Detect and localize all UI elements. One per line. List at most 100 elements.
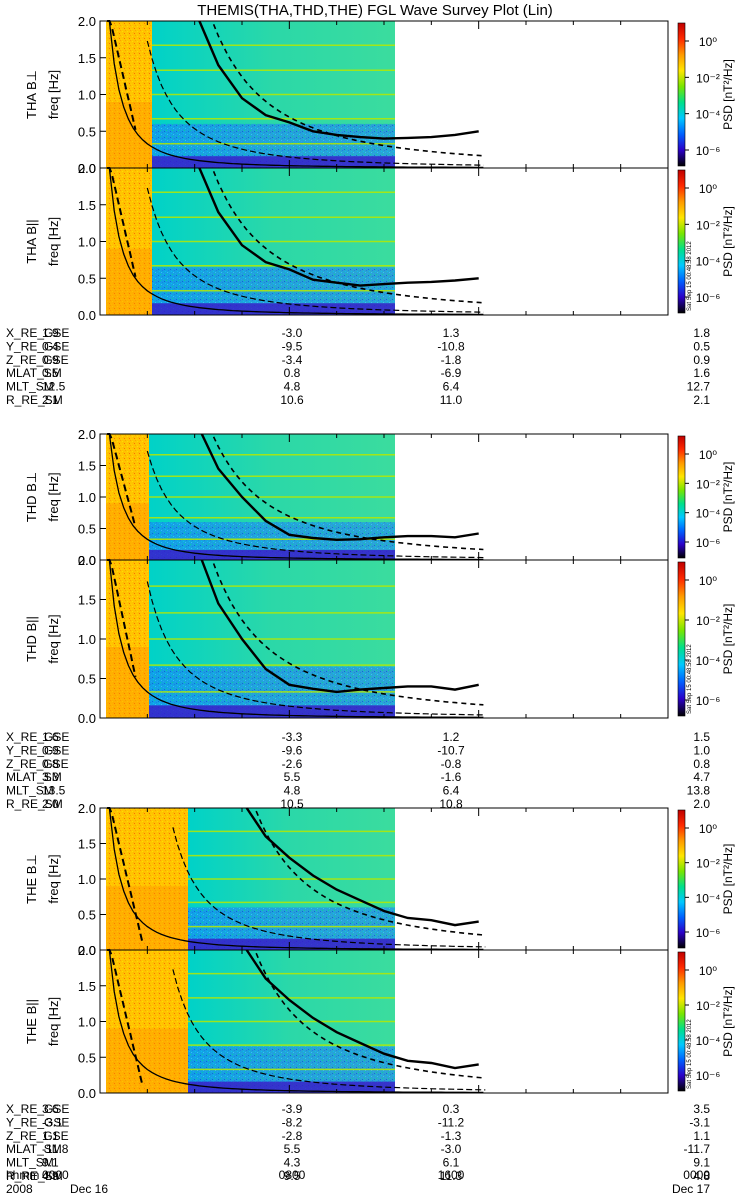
y-tick-label: 2.0	[78, 427, 96, 442]
orbit-row-label: MLT_SM	[6, 380, 54, 394]
y-tick-label: 1.0	[78, 490, 96, 505]
orbit-value: -6.9	[441, 366, 462, 380]
high-power-lower	[106, 248, 152, 315]
orbit-value: 13.8	[687, 784, 711, 798]
orbit-value: 9.5	[284, 1169, 301, 1183]
orbit-value: 4.9	[42, 1169, 59, 1183]
colorbar-tick-label: 10⁰	[699, 574, 717, 588]
timestamp: Sat Sep 15 00:48:58 2012	[687, 241, 693, 311]
orbit-value: 4.3	[284, 1156, 301, 1170]
orbit-value: 9.1	[42, 1156, 59, 1170]
colorbar-label: PSD [nT²/Hz]	[721, 604, 735, 675]
orbit-value: 3.5	[693, 1102, 710, 1116]
time-tick-label: 0000	[683, 1168, 710, 1182]
colorbar-tick-label: 10⁻²	[696, 999, 720, 1013]
y-tick-label: 0.5	[78, 124, 96, 139]
high-power-noise	[106, 168, 152, 315]
colorbar-strip	[677, 169, 686, 314]
orbit-value: 1.9	[42, 326, 59, 340]
dashed-curve	[146, 187, 484, 313]
lowest-band	[188, 938, 395, 950]
y-tick-label: 0.5	[78, 1050, 96, 1065]
orbit-value: 3.3	[42, 770, 59, 784]
spectrogram-panel: 0.0 0.5 1.0 1.5 2.0 THD B⊥ freq [Hz]	[24, 427, 669, 568]
dashed-curve	[255, 810, 484, 936]
colorbar-label: PSD [nT²/Hz]	[721, 844, 735, 915]
y-tick-label: 0.0	[78, 711, 96, 726]
orbit-value: -3.0	[282, 326, 303, 340]
orbit-value: -10.8	[437, 339, 465, 353]
low-curve	[108, 809, 484, 951]
panel-label: THE B⊥	[24, 854, 39, 904]
orbit-value: 1.1	[42, 1129, 59, 1143]
orbit-value: 0.4	[42, 339, 59, 353]
orbit-value: 11.3	[440, 1169, 463, 1183]
colorbar-tick-label: 10⁰	[699, 964, 717, 978]
y-tick-label: 1.0	[78, 632, 96, 647]
year-label: 2008	[6, 1182, 33, 1196]
orbit-row-label: X_RE_GSE	[6, 1102, 69, 1116]
orbit-value: -2.6	[282, 757, 303, 771]
y-tick-label: 0.0	[78, 1086, 96, 1101]
orbit-value: -3.4	[282, 353, 303, 367]
low-curve	[108, 951, 484, 1094]
orbit-value: 3.6	[42, 1102, 59, 1116]
orbit-row-label: Z_RE_GSE	[6, 1129, 69, 1143]
colorbar-strip	[677, 809, 686, 949]
orbit-value: 4.8	[284, 380, 301, 394]
colorbar-tick-label: 10⁻⁶	[696, 291, 721, 305]
solid-curve	[200, 559, 479, 694]
y-tick-label: 2.0	[78, 161, 96, 176]
high-power-noise	[106, 21, 152, 168]
orbit-value: 2.0	[42, 797, 59, 811]
solid-curve	[245, 949, 479, 1070]
colorbar-tick-label: 10⁻²	[696, 857, 720, 871]
y-tick-label: 2.0	[78, 943, 96, 958]
orbit-value: -3.9	[282, 1102, 303, 1116]
timestamp: Sat Sep 15 00:48:58 2012	[687, 1019, 693, 1089]
spectrogram-panel: 0.0 0.5 1.0 1.5 2.0 THD B|| freq [Hz]	[24, 553, 669, 726]
orbit-value: 0.5	[42, 366, 59, 380]
colorbar-tick-label: 10⁰	[699, 448, 717, 462]
y-tick-label: 0.5	[78, 271, 96, 286]
orbit-value: -9.5	[282, 339, 303, 353]
colorbar-tick-label: 10⁻⁶	[696, 536, 721, 550]
dashed-curve	[255, 952, 484, 1079]
dashed-curve	[212, 170, 484, 304]
timestamp: Sat Sep 15 00:48:58 2012	[687, 644, 693, 714]
orbit-value: 1.3	[443, 326, 460, 340]
colorbar-tick-label: 10⁻⁴	[696, 255, 721, 269]
y-tick-label: 0.0	[78, 943, 96, 958]
colorbar-tick-label: 10⁰	[699, 182, 717, 196]
high-power-lower	[106, 1028, 188, 1093]
dashed-curve	[107, 433, 137, 528]
high-power-lower	[106, 646, 149, 718]
orbit-value: -10.7	[437, 743, 465, 757]
orbit-row-label: R_RE_SM	[6, 1169, 63, 1183]
orbit-value: 11.0	[440, 393, 463, 407]
lowest-band	[152, 156, 395, 168]
colorbar-label: PSD [nT²/Hz]	[721, 462, 735, 533]
orbit-value: 2.0	[693, 797, 710, 811]
y-tick-label: 1.5	[78, 459, 96, 474]
dashed-curve	[107, 559, 137, 678]
orbit-value: 12.7	[687, 380, 711, 394]
date-left: Dec 16	[70, 1182, 108, 1196]
y-tick-label: 2.0	[78, 553, 96, 568]
orbit-row-label: Z_RE_GSE	[6, 757, 69, 771]
colorbar-tick-label: 10⁻²	[696, 218, 720, 232]
lowest-band	[149, 549, 395, 560]
dashed-curve	[146, 40, 484, 166]
orbit-value: 6.4	[443, 784, 460, 798]
low-curve	[108, 434, 484, 561]
orbit-value: -9.6	[282, 743, 303, 757]
colorbar-label: PSD [nT²/Hz]	[721, 986, 735, 1057]
orbit-row-label: R_RE_SM	[6, 393, 63, 407]
orbit-value: 4.7	[693, 770, 710, 784]
axis-label: freq [Hz]	[46, 997, 61, 1046]
orbit-value: 4.8	[693, 1169, 710, 1183]
